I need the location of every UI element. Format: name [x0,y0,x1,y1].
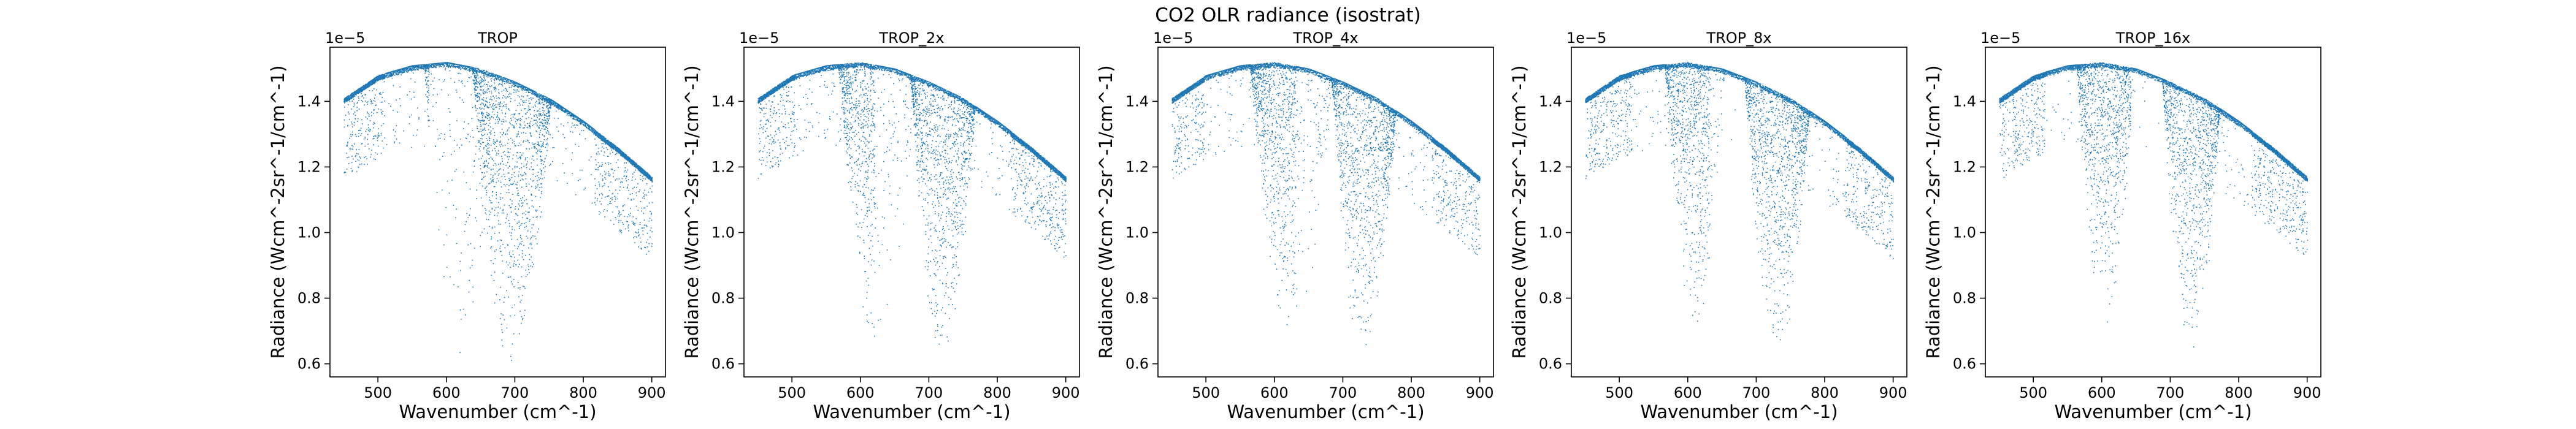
y-tick-label: 1.0 [1539,224,1562,241]
y-offset-label: 1e−5 [739,29,779,47]
axes-frame [1985,47,2321,378]
x-tick-label: 900 [1052,384,1080,401]
x-tick-label: 800 [569,384,597,401]
panel-4: 500 600 700 800 900 0.6 0.8 1.0 1.2 1.4 TROP_8x 1e−… [1509,29,1907,422]
y-tick-label: 1.4 [1125,93,1149,110]
y-offset-label: 1e−5 [325,29,365,47]
y-axis-label: Radiance (Wcm^-2sr^-1/cm^-1) [681,65,702,359]
y-tick-label: 0.6 [297,355,321,373]
x-tick-label: 500 [2019,384,2047,401]
x-tick-label: 500 [1192,384,1220,401]
x-tick-label: 700 [1329,384,1357,401]
x-tick-label: 700 [915,384,943,401]
y-axis-label: Radiance (Wcm^-2sr^-1/cm^-1) [1923,65,1944,359]
x-tick-label: 600 [1260,384,1289,401]
y-tick-label: 1.4 [711,93,735,110]
y-axis-label: Radiance (Wcm^-2sr^-1/cm^-1) [267,65,288,359]
x-tick-label: 900 [1466,384,1494,401]
x-axis-label: Wavenumber (cm^-1) [2054,401,2252,422]
x-tick-label: 700 [2156,384,2185,401]
y-tick-label: 0.8 [711,290,735,307]
x-tick-label: 500 [1605,384,1633,401]
x-tick-label: 800 [1397,384,1425,401]
y-tick-label: 1.2 [1953,158,1976,175]
axes-frame [1157,47,1494,378]
figure-title: CO2 OLR radiance (isostrat) [1155,4,1420,26]
y-tick-label: 0.6 [1125,355,1149,373]
y-tick-label: 0.8 [1953,290,1976,307]
x-tick-label: 600 [846,384,875,401]
y-tick-label: 1.0 [1953,224,1976,241]
x-tick-label: 800 [983,384,1011,401]
y-tick-label: 1.2 [711,158,735,175]
y-tick-label: 0.8 [297,290,321,307]
y-tick-label: 0.6 [1953,355,1976,373]
y-tick-label: 0.8 [1125,290,1149,307]
y-tick-label: 1.0 [297,224,321,241]
x-axis-label: Wavenumber (cm^-1) [1640,401,1838,422]
panel-1: 500 600 700 800 900 0.6 0.8 1.0 1.2 1.4 TROP 1e−5 Wa… [267,29,666,422]
x-tick-label: 900 [638,384,666,401]
x-tick-label: 500 [364,384,392,401]
axes-frame [329,47,666,378]
y-tick-label: 1.4 [1953,93,1976,110]
y-tick-label: 0.8 [1539,290,1562,307]
y-offset-label: 1e−5 [1980,29,2020,47]
x-tick-label: 900 [1879,384,1907,401]
x-tick-label: 700 [1742,384,1771,401]
panel-3: 500 600 700 800 900 0.6 0.8 1.0 1.2 1.4 TROP_4x 1e−… [1095,29,1494,422]
y-tick-label: 0.6 [1539,355,1562,373]
x-tick-label: 600 [1674,384,1702,401]
x-tick-label: 500 [778,384,806,401]
x-tick-label: 700 [501,384,529,401]
y-tick-label: 1.2 [297,158,321,175]
scatter-points [343,62,653,361]
x-axis-label: Wavenumber (cm^-1) [1227,401,1424,422]
x-axis-label: Wavenumber (cm^-1) [399,401,596,422]
y-tick-label: 1.0 [1125,224,1149,241]
y-tick-label: 1.0 [711,224,735,241]
panel-title: TROP_4x [1292,29,1358,47]
y-offset-label: 1e−5 [1153,29,1193,47]
axes-frame [1571,47,1907,378]
x-tick-label: 900 [2293,384,2321,401]
panel-title: TROP_8x [1706,29,1771,47]
y-tick-label: 1.2 [1539,158,1562,175]
y-axis-label: Radiance (Wcm^-2sr^-1/cm^-1) [1095,65,1116,359]
panel-title: TROP_2x [878,29,944,47]
y-tick-label: 0.6 [711,355,735,373]
x-tick-label: 800 [1811,384,1839,401]
x-tick-label: 600 [2088,384,2116,401]
y-axis-label: Radiance (Wcm^-2sr^-1/cm^-1) [1509,65,1530,359]
panel-2: 500 600 700 800 900 0.6 0.8 1.0 1.2 1.4 TROP_2x 1e−… [681,29,1080,422]
axes-frame [743,47,1080,378]
x-tick-label: 600 [432,384,461,401]
y-offset-label: 1e−5 [1566,29,1606,47]
x-tick-label: 800 [2225,384,2253,401]
x-axis-label: Wavenumber (cm^-1) [813,401,1010,422]
panel-title: TROP [477,29,518,47]
panel-5: 500 600 700 800 900 0.6 0.8 1.0 1.2 1.4 TROP_16x 1e… [1923,29,2321,422]
y-tick-label: 1.4 [297,93,321,110]
y-tick-label: 1.2 [1125,158,1149,175]
panel-title: TROP_16x [2115,29,2190,47]
y-tick-label: 1.4 [1539,93,1562,110]
